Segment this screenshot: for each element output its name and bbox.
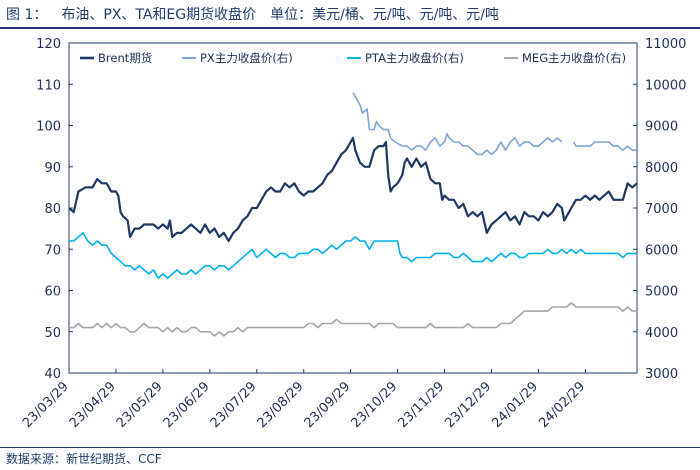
left-axis-tick-label: 40 [44,367,61,382]
series-line-1 [352,92,563,156]
x-axis-tick-label: 23/04/29 [67,379,119,431]
x-axis-tick-label: 23/07/29 [208,379,260,431]
x-axis-tick-label: 23/11/29 [395,379,447,431]
x-axis-tick-label: 24/02/29 [536,379,588,431]
series-line-2 [69,232,637,279]
legend-label-2: PTA主力收盘价(右) [365,51,464,65]
right-axis-tick-label: 4000 [645,326,678,341]
x-axis-tick-label: 23/12/29 [442,379,494,431]
x-axis-tick-label: 23/06/29 [161,379,213,431]
x-axis-tick-label: 24/01/29 [489,379,541,431]
left-axis-tick-label: 120 [36,37,61,52]
left-axis-tick-label: 90 [44,161,61,176]
source-divider [0,447,700,448]
x-axis-tick-label: 23/05/29 [114,379,166,431]
left-axis-tick-label: 100 [36,120,61,135]
series-line-0 [68,136,638,243]
left-axis-tick-label: 50 [44,326,61,341]
right-axis-tick-label: 7000 [645,202,678,217]
left-axis-tick-label: 110 [36,78,61,93]
x-axis-tick-label: 23/03/29 [20,379,72,431]
data-source: 数据来源：新世纪期货、CCF [6,452,162,466]
figure-title: 图 1： 布油、PX、TA和EG期货收盘价 单位：美元/桶、元/吨、元/吨、元/吨 [6,4,499,24]
figure-units: 单位：美元/桶、元/吨、元/吨、元/吨 [270,7,500,23]
legend-label-3: MEG主力收盘价(右) [522,51,626,65]
left-axis-tick-label: 70 [44,243,61,258]
legend-label-1: PX主力收盘价(右) [200,51,293,65]
x-axis-tick-label: 23/08/29 [255,379,307,431]
right-axis-tick-label: 6000 [645,243,678,258]
right-axis-tick-label: 3000 [645,367,678,382]
x-axis-tick-label: 23/09/29 [302,379,354,431]
line-chart: 40 50 60 70 80 90 100 110 120 3000 4000 5000 6000 700… [20,37,686,431]
figure-title-text: 布油、PX、TA和EG期货收盘价 [61,7,257,23]
x-axis-tick-label: 23/10/29 [349,379,401,431]
title-divider [0,27,700,29]
right-axis-tick-label: 11000 [645,37,686,52]
left-axis-tick-label: 60 [44,285,61,300]
series-line-3 [69,302,637,337]
series-line-1 [572,141,637,151]
right-axis-tick-label: 10000 [645,78,686,93]
right-axis-tick-label: 8000 [645,161,678,176]
legend-label-0: Brent期货 [98,51,152,65]
left-axis-tick-label: 80 [44,202,61,217]
right-axis-tick-label: 5000 [645,285,678,300]
right-axis-tick-label: 9000 [645,120,678,135]
figure-label: 图 1： [6,7,48,23]
